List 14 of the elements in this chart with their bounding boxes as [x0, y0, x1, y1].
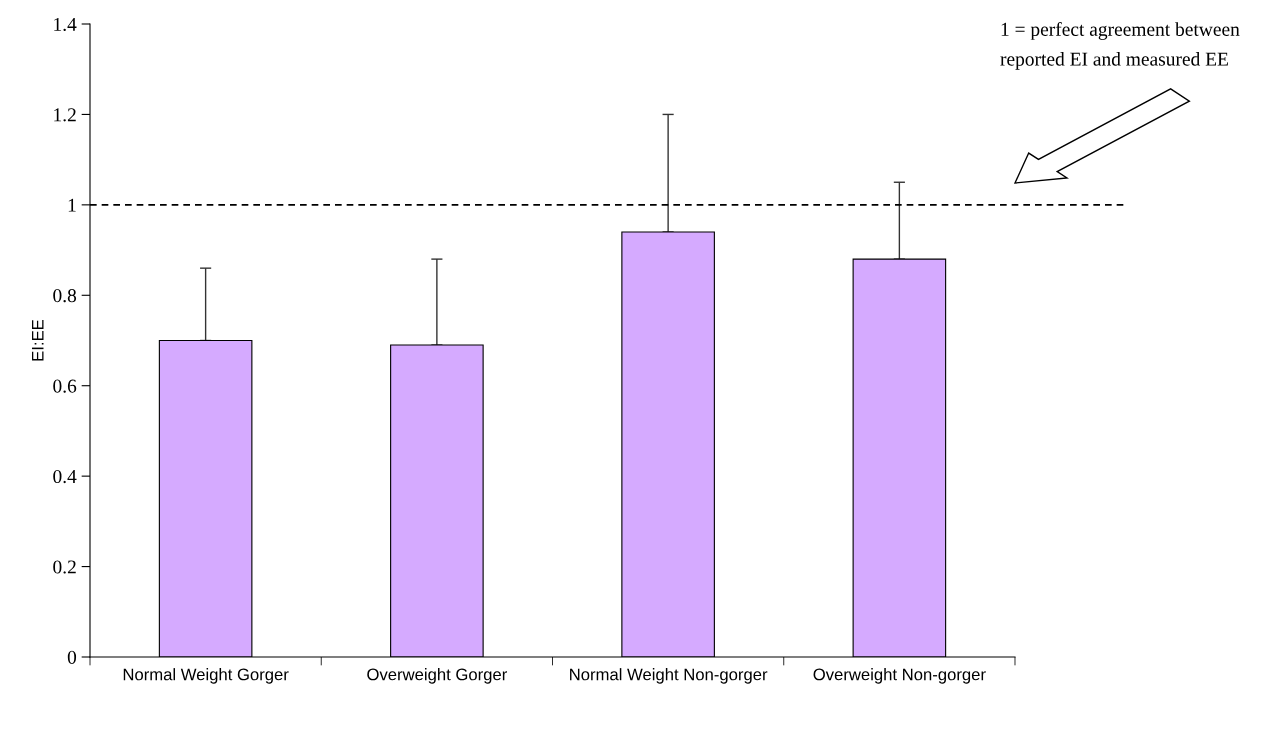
y-tick-label: 0.2 [53, 560, 76, 574]
x-tick-label: Normal Weight Gorger [123, 668, 289, 684]
y-tick-label: 0.6 [53, 379, 77, 393]
x-tick-label: Overweight Non-gorger [813, 668, 986, 684]
y-axis-title: EI:EE [32, 319, 44, 361]
y-tick-label: 0.4 [53, 469, 77, 484]
y-tick-label: 0 [67, 650, 77, 664]
x-tick-label: Overweight Gorger [367, 668, 507, 684]
y-tick-label: 1.4 [54, 17, 77, 32]
x-tick-label: Normal Weight Non-gorger [570, 668, 768, 684]
annotation: 1 = perfect agreement between reported EI and measured EE [1000, 22, 1240, 70]
y-tick-label: 0.8 [53, 289, 77, 303]
y-tick-label: 1.2 [54, 108, 76, 122]
y-tick-label: 1 [68, 198, 76, 212]
